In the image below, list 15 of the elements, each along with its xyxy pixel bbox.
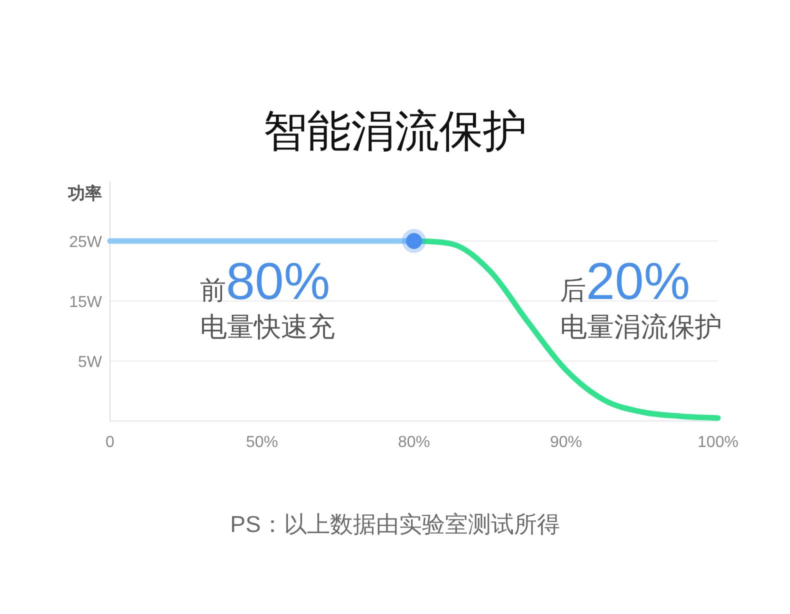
x-tick-label: 80%	[398, 434, 430, 451]
chart-title: 智能涓流保护	[263, 107, 527, 156]
y-tick-label: 15W	[69, 294, 102, 311]
y-tick-label: 5W	[78, 354, 102, 371]
annotation: PS：以上数据由实验室测试所得	[230, 511, 560, 537]
annotation: 电量快速充	[200, 312, 335, 342]
annotation: 电量涓流保护	[560, 312, 722, 342]
y-tick-label: 25W	[69, 234, 102, 251]
x-tick-label: 100%	[698, 434, 738, 451]
annotation: 后20%	[560, 253, 690, 311]
y-axis-title: 功率	[68, 184, 102, 203]
annotation: 前80%	[200, 253, 330, 311]
x-tick-label: 0	[106, 434, 114, 451]
x-tick-label: 90%	[550, 434, 582, 451]
x-tick-label: 50%	[246, 434, 278, 451]
